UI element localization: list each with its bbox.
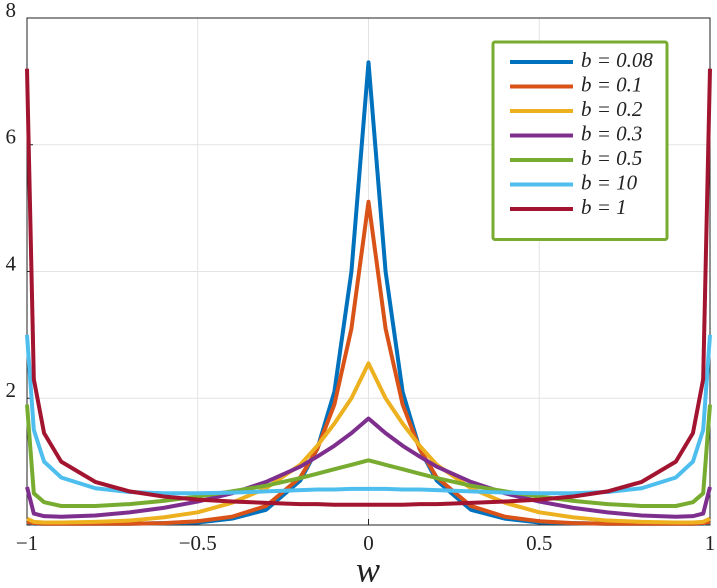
x-tick-label: −0.5 xyxy=(179,531,217,555)
x-tick-label: 0 xyxy=(363,531,374,555)
legend-label: b = 0.08 xyxy=(581,48,653,72)
series-line xyxy=(26,361,711,525)
series-line xyxy=(25,404,712,508)
y-tick-label: 2 xyxy=(6,378,17,402)
series-line xyxy=(26,199,711,526)
x-axis-label: w xyxy=(356,549,380,588)
y-tick-label: 8 xyxy=(6,0,17,22)
legend-box xyxy=(491,40,669,241)
legend-label: b = 1 xyxy=(581,195,627,219)
y-tick-label: 4 xyxy=(6,251,17,275)
x-tick-label: −1 xyxy=(16,531,38,555)
legend-label: b = 0.2 xyxy=(581,97,643,121)
series-line xyxy=(25,334,712,496)
plot-frame xyxy=(26,17,711,526)
legend-label: b = 0.1 xyxy=(581,72,642,96)
series-line xyxy=(25,68,712,507)
legend-label: b = 10 xyxy=(581,170,638,194)
y-tick-label: 6 xyxy=(6,125,17,149)
x-tick-label: 1 xyxy=(705,531,716,555)
legend-label: b = 0.5 xyxy=(581,146,642,170)
legend-label: b = 0.3 xyxy=(581,121,642,145)
series-line xyxy=(25,416,712,519)
x-tick-label: 0.5 xyxy=(526,531,552,555)
